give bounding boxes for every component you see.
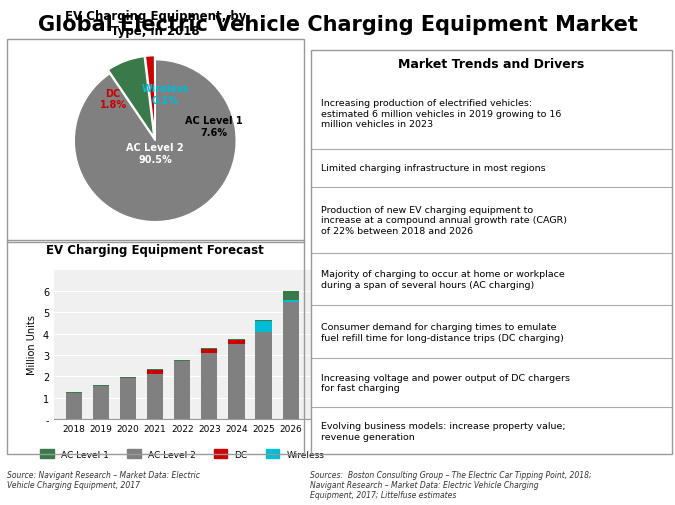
- Bar: [283, 300, 299, 302]
- Bar: [147, 374, 163, 419]
- Bar: [120, 379, 136, 419]
- Text: Evolving business models: increase property value;
revenue generation: Evolving business models: increase prope…: [321, 421, 566, 441]
- Text: AC Level 1
7.6%: AC Level 1 7.6%: [185, 116, 242, 138]
- Bar: [92, 385, 109, 386]
- Bar: [255, 332, 272, 419]
- Text: AC Level 2
90.5%: AC Level 2 90.5%: [126, 143, 184, 164]
- Bar: [255, 320, 272, 321]
- Text: EV Charging Equipment Forecast: EV Charging Equipment Forecast: [47, 244, 264, 257]
- Bar: [65, 393, 82, 419]
- Wedge shape: [108, 58, 154, 138]
- Bar: [174, 362, 190, 419]
- Text: Increasing production of electrified vehicles:
estimated 6 million vehicles in 2: Increasing production of electrified veh…: [321, 99, 562, 129]
- Bar: [228, 340, 244, 344]
- Bar: [201, 348, 217, 349]
- Text: Increasing voltage and power output of DC chargers
for fast charging: Increasing voltage and power output of D…: [321, 373, 570, 393]
- Y-axis label: Million Units: Million Units: [27, 315, 37, 375]
- Text: Majority of charging to occur at home or workplace
during a span of several hour: Majority of charging to occur at home or…: [321, 270, 565, 289]
- Bar: [228, 339, 244, 340]
- Text: Consumer demand for charging times to emulate
fuel refill time for long-distance: Consumer demand for charging times to em…: [321, 323, 564, 342]
- Wedge shape: [74, 61, 236, 222]
- Text: DC
1.8%: DC 1.8%: [100, 88, 127, 110]
- Text: Global Electric Vehicle Charging Equipment Market: Global Electric Vehicle Charging Equipme…: [38, 15, 637, 35]
- Text: Market Trends and Drivers: Market Trends and Drivers: [398, 58, 584, 71]
- Text: Limited charging infrastructure in most regions: Limited charging infrastructure in most …: [321, 164, 546, 173]
- Bar: [255, 321, 272, 332]
- Text: Source: Navigant Research – Market Data: Electric
Vehicle Charging Equipment, 20: Source: Navigant Research – Market Data:…: [7, 470, 200, 489]
- Bar: [201, 353, 217, 419]
- Bar: [283, 291, 299, 300]
- Bar: [201, 349, 217, 353]
- Bar: [65, 392, 82, 393]
- Text: Wireless
0.1%: Wireless 0.1%: [141, 84, 188, 106]
- Title: EV Charging Equipment, by
Type, in 2018: EV Charging Equipment, by Type, in 2018: [65, 10, 246, 38]
- Legend: AC Level 1, AC Level 2, DC, Wireless: AC Level 1, AC Level 2, DC, Wireless: [36, 446, 328, 462]
- Bar: [147, 369, 163, 370]
- Wedge shape: [145, 57, 155, 137]
- Bar: [147, 370, 163, 374]
- Bar: [92, 386, 109, 419]
- Bar: [174, 361, 190, 362]
- Bar: [228, 344, 244, 419]
- Text: Production of new EV charging equipment to
increase at a compound annual growth : Production of new EV charging equipment …: [321, 206, 567, 235]
- Bar: [283, 302, 299, 419]
- Text: Sources:  Boston Consulting Group – The Electric Car Tipping Point, 2018;
Naviga: Sources: Boston Consulting Group – The E…: [310, 470, 592, 499]
- Bar: [120, 378, 136, 379]
